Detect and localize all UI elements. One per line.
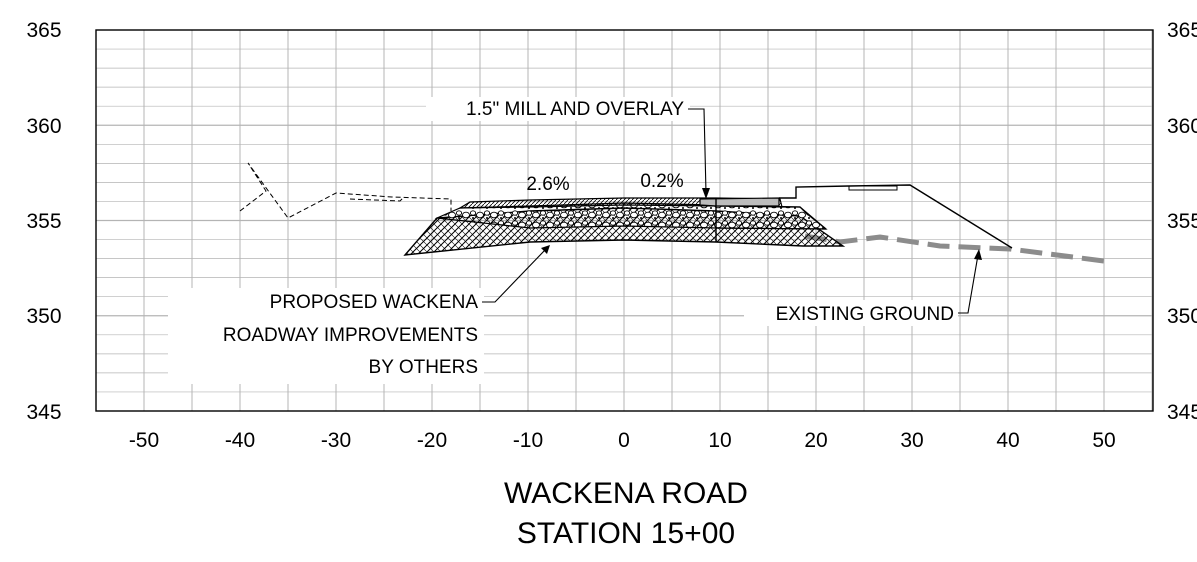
base-layer-line: [715, 227, 827, 230]
x-tick: 40: [996, 429, 1019, 452]
x-tick: 10: [708, 429, 731, 452]
existing-ground-arrowhead: [974, 249, 982, 260]
x-tick: -50: [129, 429, 159, 452]
x-tick: -40: [225, 429, 255, 452]
y-tick-right: 355: [1167, 210, 1197, 233]
y-tick-right: 365: [1167, 19, 1197, 42]
y-tick-left: 360: [26, 115, 61, 138]
existing-ground-right-line: [804, 233, 1105, 264]
proposed-note-line2: ROADWAY IMPROVEMENTS: [223, 325, 478, 346]
proposed-arrowhead: [541, 245, 550, 254]
mill-overlay-leader: [688, 108, 707, 194]
proposed-note-mask: [168, 288, 484, 384]
x-tick: 0: [618, 429, 630, 452]
y-tick-left: 350: [26, 305, 61, 328]
axis-labels: 365 360 355 350 345 365 360 355 350 345 …: [26, 19, 1197, 452]
x-tick: 50: [1092, 429, 1115, 452]
y-tick-left: 345: [26, 401, 61, 424]
proposed-leader: [482, 249, 546, 303]
x-tick: -10: [513, 429, 543, 452]
proposed-note-line3: BY OTHERS: [369, 357, 478, 378]
mill-overlay-note: 1.5" MILL AND OVERLAY: [466, 99, 684, 120]
existing-ground-left-line: [239, 162, 452, 219]
y-tick-left: 365: [26, 19, 61, 42]
proposed-note-line1: PROPOSED WACKENA: [270, 292, 479, 313]
x-tick: -20: [417, 429, 447, 452]
existing-ground-leader: [958, 254, 979, 314]
y-tick-right: 345: [1167, 401, 1197, 424]
drawing-title-line1: WACKENA ROAD: [504, 477, 748, 510]
mill-overlay-arrowhead: [702, 188, 710, 199]
existing-note-mask: [744, 300, 958, 326]
existing-ground-note: EXISTING GROUND: [776, 304, 954, 325]
sidewalk-slab: [848, 185, 898, 191]
mill-overlay-strip: [699, 197, 780, 207]
mill-note-mask: [426, 97, 690, 121]
grade-right: 0.2%: [640, 171, 683, 192]
y-tick-left: 355: [26, 210, 61, 233]
curb-back-edge: [782, 206, 827, 230]
curb-sidewalk-slope: [779, 184, 1013, 249]
x-tick: -30: [321, 429, 351, 452]
drawing-title-line2: STATION 15+00: [517, 517, 735, 550]
y-tick-right: 350: [1167, 305, 1197, 328]
plot-frame: [95, 29, 1154, 412]
x-tick: 20: [804, 429, 827, 452]
x-tick: 30: [900, 429, 923, 452]
existing-ground-left-detail: [349, 196, 405, 202]
grade-left: 2.6%: [526, 174, 569, 195]
y-tick-right: 360: [1167, 115, 1197, 138]
